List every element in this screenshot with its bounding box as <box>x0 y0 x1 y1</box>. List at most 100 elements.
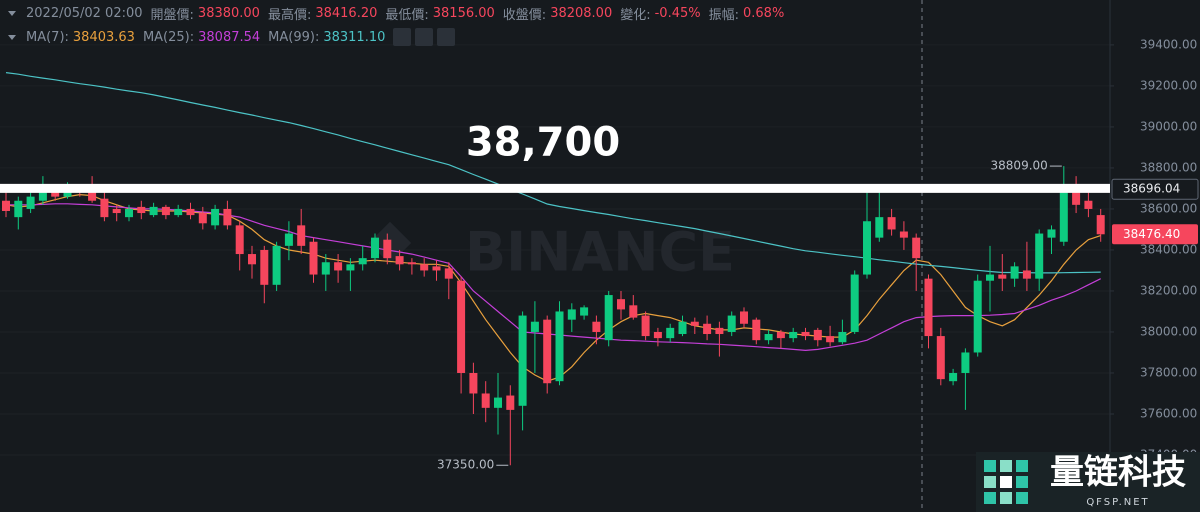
logo-square <box>984 460 996 472</box>
candle-body <box>469 372 478 394</box>
candle-body <box>395 256 404 265</box>
candle-body <box>555 311 564 382</box>
logo-bg <box>976 452 1200 512</box>
candle-body <box>875 217 884 238</box>
candle-body <box>973 280 982 353</box>
candle-body <box>936 336 945 380</box>
candle-body <box>1035 233 1044 279</box>
candle-body <box>887 217 896 230</box>
level-label: 38,700 <box>466 119 620 165</box>
candle-body <box>530 321 539 332</box>
header-label: 開盤價: <box>150 7 194 23</box>
candle-body <box>666 327 675 339</box>
header-label: 振幅: <box>708 7 739 23</box>
candle-body <box>961 352 970 373</box>
candle-body <box>998 274 1007 279</box>
candle-body <box>543 319 552 384</box>
ma-legend-name: MA(25): <box>142 29 195 45</box>
crosshair-price-box <box>1111 178 1199 200</box>
candle-body <box>1059 192 1068 242</box>
candle-body <box>924 278 933 337</box>
y-tick-label: 38400.00 <box>1140 242 1197 256</box>
candle-body <box>321 262 330 275</box>
candle-body <box>580 307 589 316</box>
header-value: 0.68% <box>743 5 785 21</box>
candle-body <box>838 331 847 343</box>
candle-body <box>137 206 146 214</box>
y-tick-label: 39200.00 <box>1140 78 1197 92</box>
candle-body <box>420 264 429 271</box>
ma-legend-value: 38311.10 <box>323 29 386 45</box>
candle-body <box>457 280 466 373</box>
candle-body <box>481 393 490 408</box>
watermark: BINANCE <box>368 221 735 284</box>
candle-body <box>371 237 379 259</box>
candle-body <box>334 262 343 271</box>
ma-legend-name: MA(7): <box>26 29 69 45</box>
candle-body <box>198 213 207 224</box>
candle-body <box>125 208 133 218</box>
candle-body <box>235 225 244 255</box>
candle-body <box>850 274 859 332</box>
candle-body <box>617 299 625 310</box>
max-marker-label: 38809.00 <box>991 159 1048 173</box>
candle-body <box>826 336 835 343</box>
candle-body <box>863 221 871 275</box>
min-marker-label: 37350.00 <box>437 458 494 472</box>
candle-body <box>740 311 748 324</box>
close-icon[interactable] <box>437 28 456 46</box>
header-value: 38380.00 <box>197 5 260 21</box>
candle-body <box>518 315 527 406</box>
candle-body <box>112 208 121 214</box>
header-label: 收盤價: <box>502 7 547 23</box>
overlay: 38696.04 38476.40 38,700 38809.00 37350.00 <box>0 119 1199 472</box>
y-tick-label: 37800.00 <box>1140 365 1197 379</box>
candle-body <box>211 208 220 226</box>
candle-body <box>407 262 416 265</box>
ma-line <box>5 72 1101 274</box>
logo-square <box>1000 492 1012 504</box>
candle-body <box>703 323 712 335</box>
eye-icon[interactable] <box>393 28 412 46</box>
candle-body <box>764 334 773 341</box>
logo-name: 量链科技 <box>1050 453 1186 493</box>
candle-body <box>248 254 256 265</box>
candle-body <box>186 208 195 216</box>
candle-body <box>309 241 318 275</box>
candle-body <box>506 395 515 410</box>
candle-body <box>678 321 687 335</box>
header-label: 變化: <box>620 7 651 23</box>
candle-body <box>1047 229 1056 238</box>
logo-square <box>1016 476 1028 488</box>
ohlc-header: 2022/05/02 02:00 開盤價: 38380.00 最高價: 38416.20… <box>8 4 792 23</box>
ma-legend-value: 38403.63 <box>72 29 135 45</box>
candle-body <box>272 245 281 285</box>
header-value: -0.45% <box>654 5 701 21</box>
candle-body <box>88 190 97 201</box>
logo-square <box>984 476 996 488</box>
candle-body <box>690 321 699 326</box>
candle-body <box>444 268 453 279</box>
candle-body <box>752 319 761 341</box>
logo-square <box>1000 460 1012 472</box>
candle-body <box>776 331 785 339</box>
plot <box>2 72 1105 466</box>
settings-icon[interactable] <box>415 28 434 46</box>
candle-body <box>2 200 10 211</box>
candle-body <box>26 196 35 209</box>
collapse-icon[interactable] <box>8 10 16 16</box>
header-value: 38208.00 <box>550 5 613 21</box>
logo-site: QFSP.NET <box>1086 497 1149 508</box>
last-price-box <box>1112 224 1198 245</box>
collapse-icon[interactable] <box>8 34 16 40</box>
candle-body <box>297 225 306 246</box>
logo-square <box>1016 460 1028 472</box>
y-tick-label: 38800.00 <box>1140 160 1197 174</box>
candle-body <box>727 315 736 332</box>
candle-body <box>1096 215 1105 235</box>
y-tick-label: 37600.00 <box>1140 406 1197 420</box>
candle-body <box>432 266 441 271</box>
